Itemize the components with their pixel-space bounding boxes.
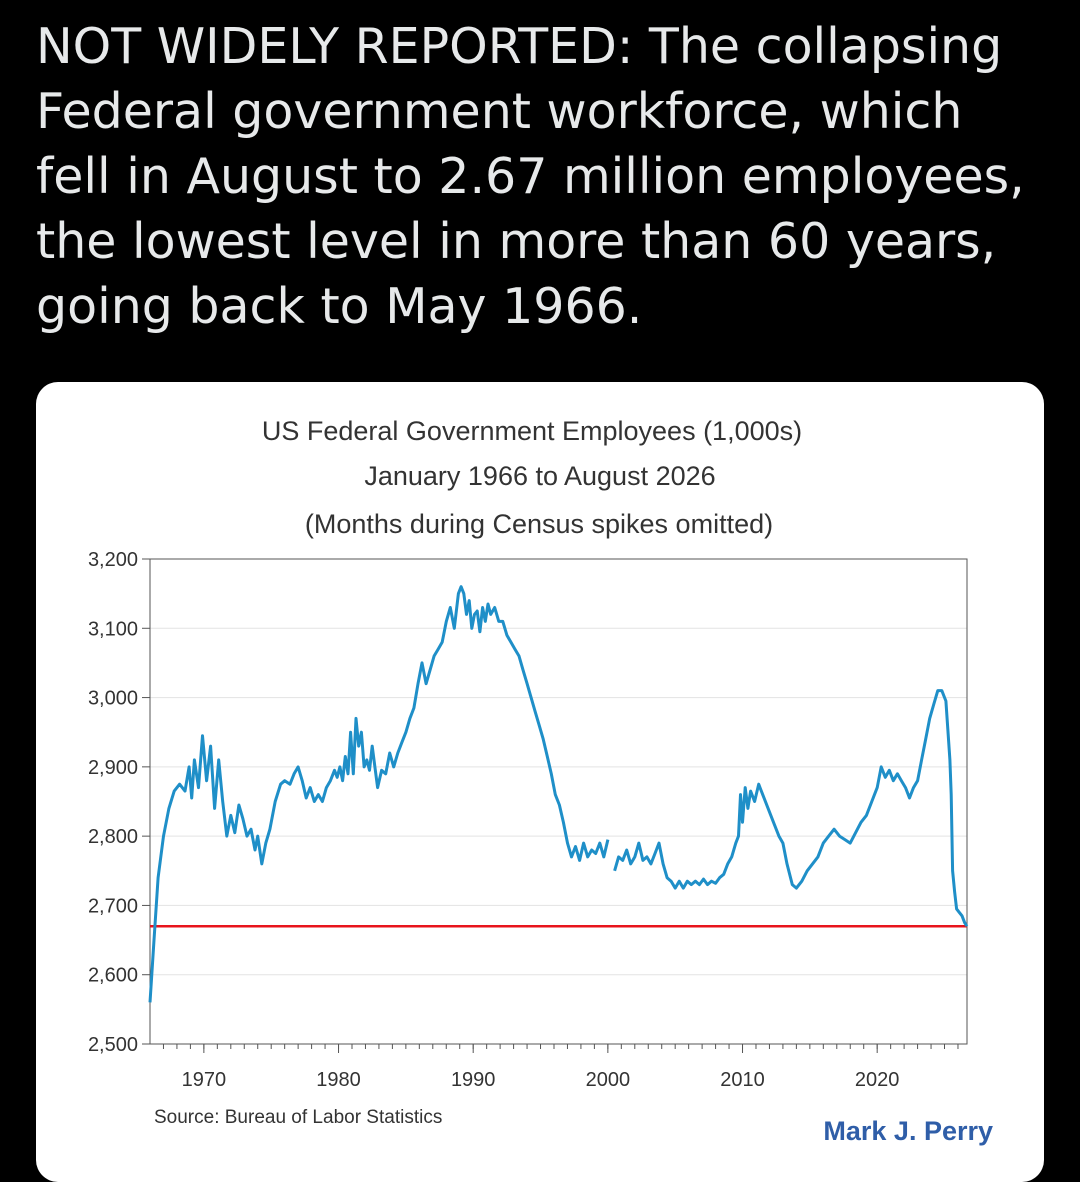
y-tick-label: 3,200 <box>88 549 138 571</box>
author-credit: Mark J. Perry <box>823 1116 993 1146</box>
chart-subtitle-note: (Months during Census spikes omitted) <box>305 509 773 539</box>
y-tick-label: 2,900 <box>88 757 138 779</box>
y-tick-label: 2,500 <box>88 1034 138 1056</box>
y-tick-label: 2,800 <box>88 826 138 848</box>
y-tick-label: 3,000 <box>88 688 138 710</box>
tweet-text: NOT WIDELY REPORTED: The collapsing Fede… <box>36 18 1041 335</box>
y-tick-label: 2,700 <box>88 895 138 917</box>
plot-frame <box>149 558 968 1045</box>
x-tick-label: 1970 <box>182 1069 227 1091</box>
series-line <box>148 585 610 1003</box>
y-tick-label: 3,100 <box>88 618 138 640</box>
line-chart: US Federal Government Employees (1,000s)… <box>88 416 993 1146</box>
x-tick-label: 2020 <box>855 1069 900 1091</box>
x-tick-label: 2000 <box>586 1069 631 1091</box>
plot-area: 2,500 2,600 2,700 2,800 2,900 3,000 3,100 3,200… <box>88 549 969 1091</box>
x-tick-label: 2010 <box>720 1069 765 1091</box>
source-label: Source: Bureau of Labor Statistics <box>154 1107 442 1128</box>
tweet-media-chart[interactable]: US Federal Government Employees (1,000s)… <box>36 382 1044 1182</box>
chart-title: US Federal Government Employees (1,000s) <box>262 416 802 446</box>
x-tick-label: 1980 <box>316 1069 361 1091</box>
series-line <box>613 689 969 928</box>
chart-subtitle-dates: January 1966 to August 2026 <box>364 461 715 491</box>
y-tick-label: 2,600 <box>88 965 138 987</box>
x-tick-label: 1990 <box>451 1069 496 1091</box>
